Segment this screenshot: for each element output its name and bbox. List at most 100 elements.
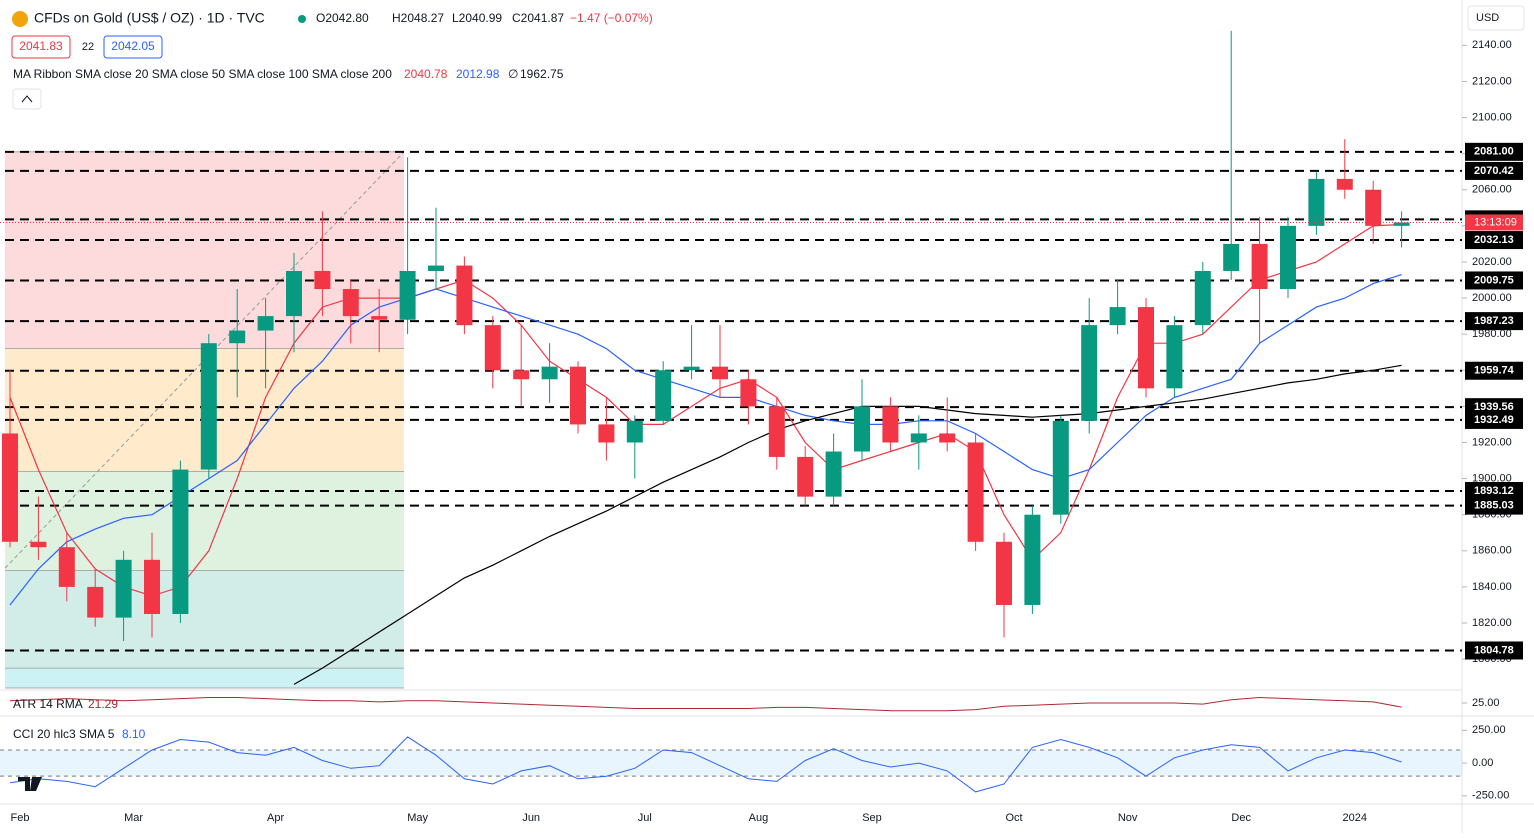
x-tick-label: Apr bbox=[267, 812, 284, 824]
candle-body bbox=[1081, 325, 1098, 421]
candle-body bbox=[598, 424, 615, 443]
candle-body bbox=[996, 541, 1012, 605]
candle-body bbox=[967, 442, 984, 542]
y-tick-label: -250.00 bbox=[1472, 790, 1509, 802]
candle-body bbox=[2, 433, 18, 542]
x-tick-label: Feb bbox=[11, 812, 30, 824]
candle-body bbox=[1393, 222, 1410, 226]
candle-body bbox=[286, 270, 302, 317]
level-label: 1987.23 bbox=[1474, 315, 1514, 327]
x-tick-label: Jul bbox=[638, 812, 652, 824]
candle-body bbox=[626, 420, 643, 443]
x-tick-label: Aug bbox=[749, 812, 769, 824]
candle-body bbox=[1166, 325, 1183, 389]
currency: USD bbox=[1476, 12, 1499, 24]
countdown: 13:13:09 bbox=[1474, 216, 1517, 228]
x-tick-label: Sep bbox=[862, 812, 882, 824]
candle-body bbox=[910, 433, 927, 443]
change: −1.47 (−0.07%) bbox=[570, 11, 653, 25]
candle-body bbox=[371, 316, 388, 320]
level-label: 2070.42 bbox=[1474, 165, 1514, 177]
level-label: 2009.75 bbox=[1474, 274, 1514, 286]
level-tag bbox=[1465, 482, 1523, 501]
status-dot bbox=[298, 15, 306, 23]
candle-body bbox=[570, 366, 586, 425]
level-tag bbox=[1465, 231, 1523, 250]
ask-box[interactable] bbox=[103, 35, 163, 59]
x-tick-label: Jun bbox=[522, 812, 540, 824]
candle-body bbox=[428, 265, 444, 271]
ohlc-low: L2040.99 bbox=[452, 11, 502, 25]
candle-body bbox=[484, 325, 501, 371]
candle-body bbox=[939, 433, 956, 443]
candle-body bbox=[1336, 178, 1353, 190]
atr-value: 21.29 bbox=[88, 697, 118, 711]
candle-body bbox=[1109, 307, 1126, 326]
candle-body bbox=[1308, 178, 1325, 226]
level-label: 1893.12 bbox=[1474, 485, 1514, 497]
y-tick-label: 250.00 bbox=[1472, 724, 1506, 736]
candle-body bbox=[30, 541, 47, 548]
x-tick-label: Nov bbox=[1118, 812, 1138, 824]
candle-body bbox=[712, 366, 728, 380]
level-tag bbox=[1465, 496, 1523, 515]
line bbox=[9, 736, 1402, 793]
ma-legend: MA Ribbon SMA close 20 SMA close 50 SMA … bbox=[13, 67, 392, 81]
candle-body bbox=[144, 559, 160, 614]
candle-body bbox=[1251, 243, 1268, 290]
title: CFDs on Gold (US$ / OZ) · 1D · TVC bbox=[34, 10, 265, 26]
currency-box[interactable] bbox=[1467, 5, 1525, 31]
candle-body bbox=[58, 547, 75, 587]
candle-body bbox=[683, 366, 700, 371]
cci-label: CCI 20 hlc3 SMA 5 bbox=[13, 727, 115, 741]
candle-body bbox=[257, 316, 274, 331]
ohlc-close: C2041.87 bbox=[512, 11, 564, 25]
x-tick-label: 2024 bbox=[1343, 812, 1367, 824]
collapse-button[interactable] bbox=[12, 88, 42, 110]
bid-box[interactable] bbox=[11, 35, 71, 59]
level-label: 2032.13 bbox=[1474, 234, 1514, 246]
candle-body bbox=[399, 270, 416, 320]
level-tag bbox=[1465, 271, 1523, 290]
overlay: CFDs on Gold (US$ / OZ) · 1D · TVC O2042… bbox=[11, 5, 1525, 791]
candle-body bbox=[1280, 225, 1296, 290]
level-label: 1959.74 bbox=[1474, 365, 1515, 377]
candle-body bbox=[87, 586, 104, 618]
x-tick-label: May bbox=[407, 812, 428, 824]
candle-body bbox=[854, 406, 870, 452]
line bbox=[9, 696, 1402, 712]
bid: 2041.83 bbox=[19, 39, 63, 53]
cci-value: 8.10 bbox=[122, 727, 146, 741]
y-tick-label: 2000.00 bbox=[1472, 292, 1512, 304]
y-tick-label: 1900.00 bbox=[1472, 472, 1512, 484]
candle-body bbox=[1024, 514, 1041, 605]
level-tag bbox=[1465, 161, 1523, 180]
level-label: 1939.56 bbox=[1474, 401, 1514, 413]
y-tick-label: 2060.00 bbox=[1472, 184, 1512, 196]
candle-body bbox=[115, 559, 132, 618]
level-label: 1932.49 bbox=[1474, 414, 1514, 426]
ma-value: 1962.75 bbox=[520, 67, 564, 81]
candle-body bbox=[655, 370, 672, 421]
candle-body bbox=[1194, 270, 1211, 326]
ohlc-open: O2042.80 bbox=[316, 11, 369, 25]
line bbox=[9, 274, 1402, 606]
candle-body bbox=[229, 330, 246, 344]
ma-value: ∅ bbox=[508, 67, 518, 81]
candle-body bbox=[797, 456, 814, 497]
plot: 1800.001820.001840.001860.001880.001900.… bbox=[0, 30, 1523, 824]
y-tick-label: 1820.00 bbox=[1472, 617, 1512, 629]
level-tag bbox=[1465, 142, 1523, 161]
y-tick-label: 0.00 bbox=[1472, 757, 1493, 769]
spread: 22 bbox=[82, 41, 94, 53]
ohlc-high: H2048.27 bbox=[392, 11, 444, 25]
level-tag bbox=[1465, 312, 1523, 331]
level-label: 2081.00 bbox=[1474, 146, 1514, 158]
fib-zone bbox=[5, 151, 404, 349]
countdown-tag bbox=[1465, 214, 1523, 231]
candle-body bbox=[825, 451, 842, 497]
logo[interactable] bbox=[18, 777, 42, 791]
ma-value: 2040.78 bbox=[404, 67, 448, 81]
